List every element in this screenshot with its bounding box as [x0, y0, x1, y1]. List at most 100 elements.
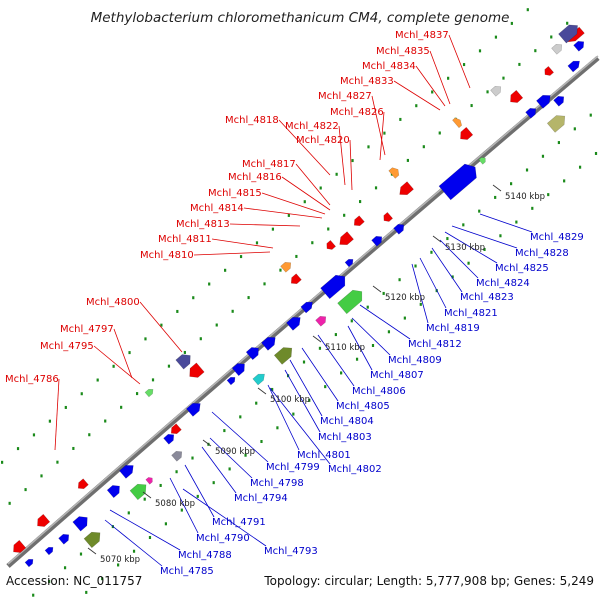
- ruler-tick-label: 5090 kbp: [215, 447, 255, 457]
- forward-gene: [106, 485, 120, 499]
- reverse-gene-label: Mchl_4795: [40, 341, 94, 352]
- forward-gene: [44, 546, 54, 556]
- gene-feature: [144, 388, 154, 398]
- gene-feature: [546, 115, 566, 133]
- forward-gene-label: Mchl_4823: [460, 292, 514, 303]
- reverse-gene: [290, 273, 302, 284]
- gene-feature: [478, 157, 486, 165]
- forward-gene-label: Mchl_4821: [444, 308, 498, 319]
- reverse-gene-label: Mchl_4811: [158, 234, 212, 245]
- forward-gene-label: Mchl_4798: [250, 478, 304, 489]
- gene-feature: [337, 289, 363, 315]
- reverse-gene-label: Mchl_4826: [330, 107, 384, 118]
- gene-feature: [171, 451, 183, 462]
- reverse-gene-label: Mchl_4814: [190, 203, 244, 214]
- ruler-tick-label: 5130 kbp: [445, 243, 485, 253]
- reverse-gene-label: Mchl_4810: [140, 250, 194, 261]
- forward-gene: [286, 317, 301, 331]
- gene-feature: [315, 316, 327, 327]
- reverse-gene: [339, 231, 354, 245]
- forward-gene: [525, 108, 537, 119]
- reverse-gene-label: Mchl_4797: [60, 324, 114, 335]
- reverse-gene: [510, 89, 524, 103]
- forward-gene: [163, 434, 175, 445]
- gene-feature: [129, 483, 147, 501]
- reverse-gene-label: Mchl_4815: [208, 188, 262, 199]
- forward-gene: [573, 41, 585, 52]
- reverse-gene: [383, 212, 393, 222]
- forward-gene: [438, 163, 477, 201]
- reverse-gene-label: Mchl_4837: [395, 30, 449, 41]
- forward-gene-label: Mchl_4819: [426, 323, 480, 334]
- reverse-gene-label: Mchl_4800: [86, 297, 140, 308]
- forward-gene: [536, 95, 551, 109]
- ruler-tick-label: 5120 kbp: [385, 293, 425, 303]
- forward-gene-label: Mchl_4801: [297, 450, 351, 461]
- reverse-gene-label: Mchl_4786: [5, 374, 59, 385]
- gene-feature: [490, 86, 502, 97]
- reverse-gene: [189, 362, 205, 378]
- reverse-gene-label: Mchl_4817: [242, 159, 296, 170]
- reverse-gene: [37, 513, 51, 527]
- gene-feature: [83, 531, 101, 549]
- forward-gene-label: Mchl_4807: [370, 370, 424, 381]
- forward-gene-label: Mchl_4805: [336, 401, 390, 412]
- forward-gene: [393, 224, 405, 235]
- reverse-gene-label: Mchl_4833: [340, 76, 394, 87]
- forward-gene: [300, 301, 313, 314]
- reverse-gene-label: Mchl_4820: [296, 135, 350, 146]
- forward-gene-label: Mchl_4785: [160, 566, 214, 577]
- forward-gene-label: Mchl_4788: [178, 550, 232, 561]
- ruler-tick-label: 5110 kbp: [325, 343, 365, 353]
- forward-gene-label: Mchl_4790: [196, 533, 250, 544]
- forward-gene: [58, 534, 70, 545]
- forward-gene-label: Mchl_4802: [328, 464, 382, 475]
- forward-gene: [226, 376, 236, 386]
- ruler-tick-label: 5100 kbp: [270, 395, 310, 405]
- forward-gene: [371, 236, 383, 247]
- forward-gene-label: Mchl_4825: [495, 263, 549, 274]
- gene-feature: [273, 347, 293, 365]
- reverse-gene: [77, 478, 89, 489]
- forward-gene-label: Mchl_4824: [476, 278, 530, 289]
- forward-gene: [245, 347, 259, 361]
- forward-gene-label: Mchl_4829: [530, 232, 584, 243]
- reverse-gene: [353, 215, 365, 226]
- forward-gene-label: Mchl_4809: [388, 355, 442, 366]
- reverse-gene-label: Mchl_4816: [228, 172, 282, 183]
- reverse-gene-label: Mchl_4813: [176, 219, 230, 230]
- reverse-gene-label: Mchl_4818: [225, 115, 279, 126]
- forward-gene: [261, 337, 276, 351]
- reverse-gene-label: Mchl_4834: [362, 61, 416, 72]
- reverse-gene-label: Mchl_4835: [376, 46, 430, 57]
- forward-gene-label: Mchl_4828: [515, 248, 569, 259]
- gene-feature: [145, 477, 153, 485]
- reverse-gene: [399, 181, 414, 195]
- gene-feature: [551, 44, 563, 55]
- gene-feature: [175, 354, 191, 370]
- forward-gene: [567, 60, 580, 73]
- ruler-tick-label: 5070 kbp: [100, 555, 140, 565]
- forward-gene-label: Mchl_4812: [408, 339, 462, 350]
- reverse-gene: [460, 126, 474, 140]
- forward-gene-label: Mchl_4806: [352, 386, 406, 397]
- reverse-gene: [170, 423, 182, 434]
- ruler-tick-label: 5140 kbp: [505, 192, 545, 202]
- gene-feature: [388, 167, 400, 179]
- forward-gene: [344, 258, 354, 268]
- gene-feature: [280, 262, 292, 273]
- forward-gene: [186, 403, 201, 417]
- gene-feature: [558, 24, 578, 44]
- reverse-gene: [544, 66, 554, 76]
- reverse-gene-label: Mchl_4827: [318, 91, 372, 102]
- forward-gene-label: Mchl_4804: [320, 416, 374, 427]
- forward-gene-label: Mchl_4791: [212, 517, 266, 528]
- forward-gene-label: Mchl_4793: [264, 546, 318, 557]
- forward-gene-label: Mchl_4803: [318, 432, 372, 443]
- gene-feature: [252, 373, 265, 386]
- genome-summary-text: Topology: circular; Length: 5,777,908 bp…: [264, 574, 594, 588]
- genome-backbone: [6, 56, 600, 568]
- forward-gene: [320, 274, 346, 300]
